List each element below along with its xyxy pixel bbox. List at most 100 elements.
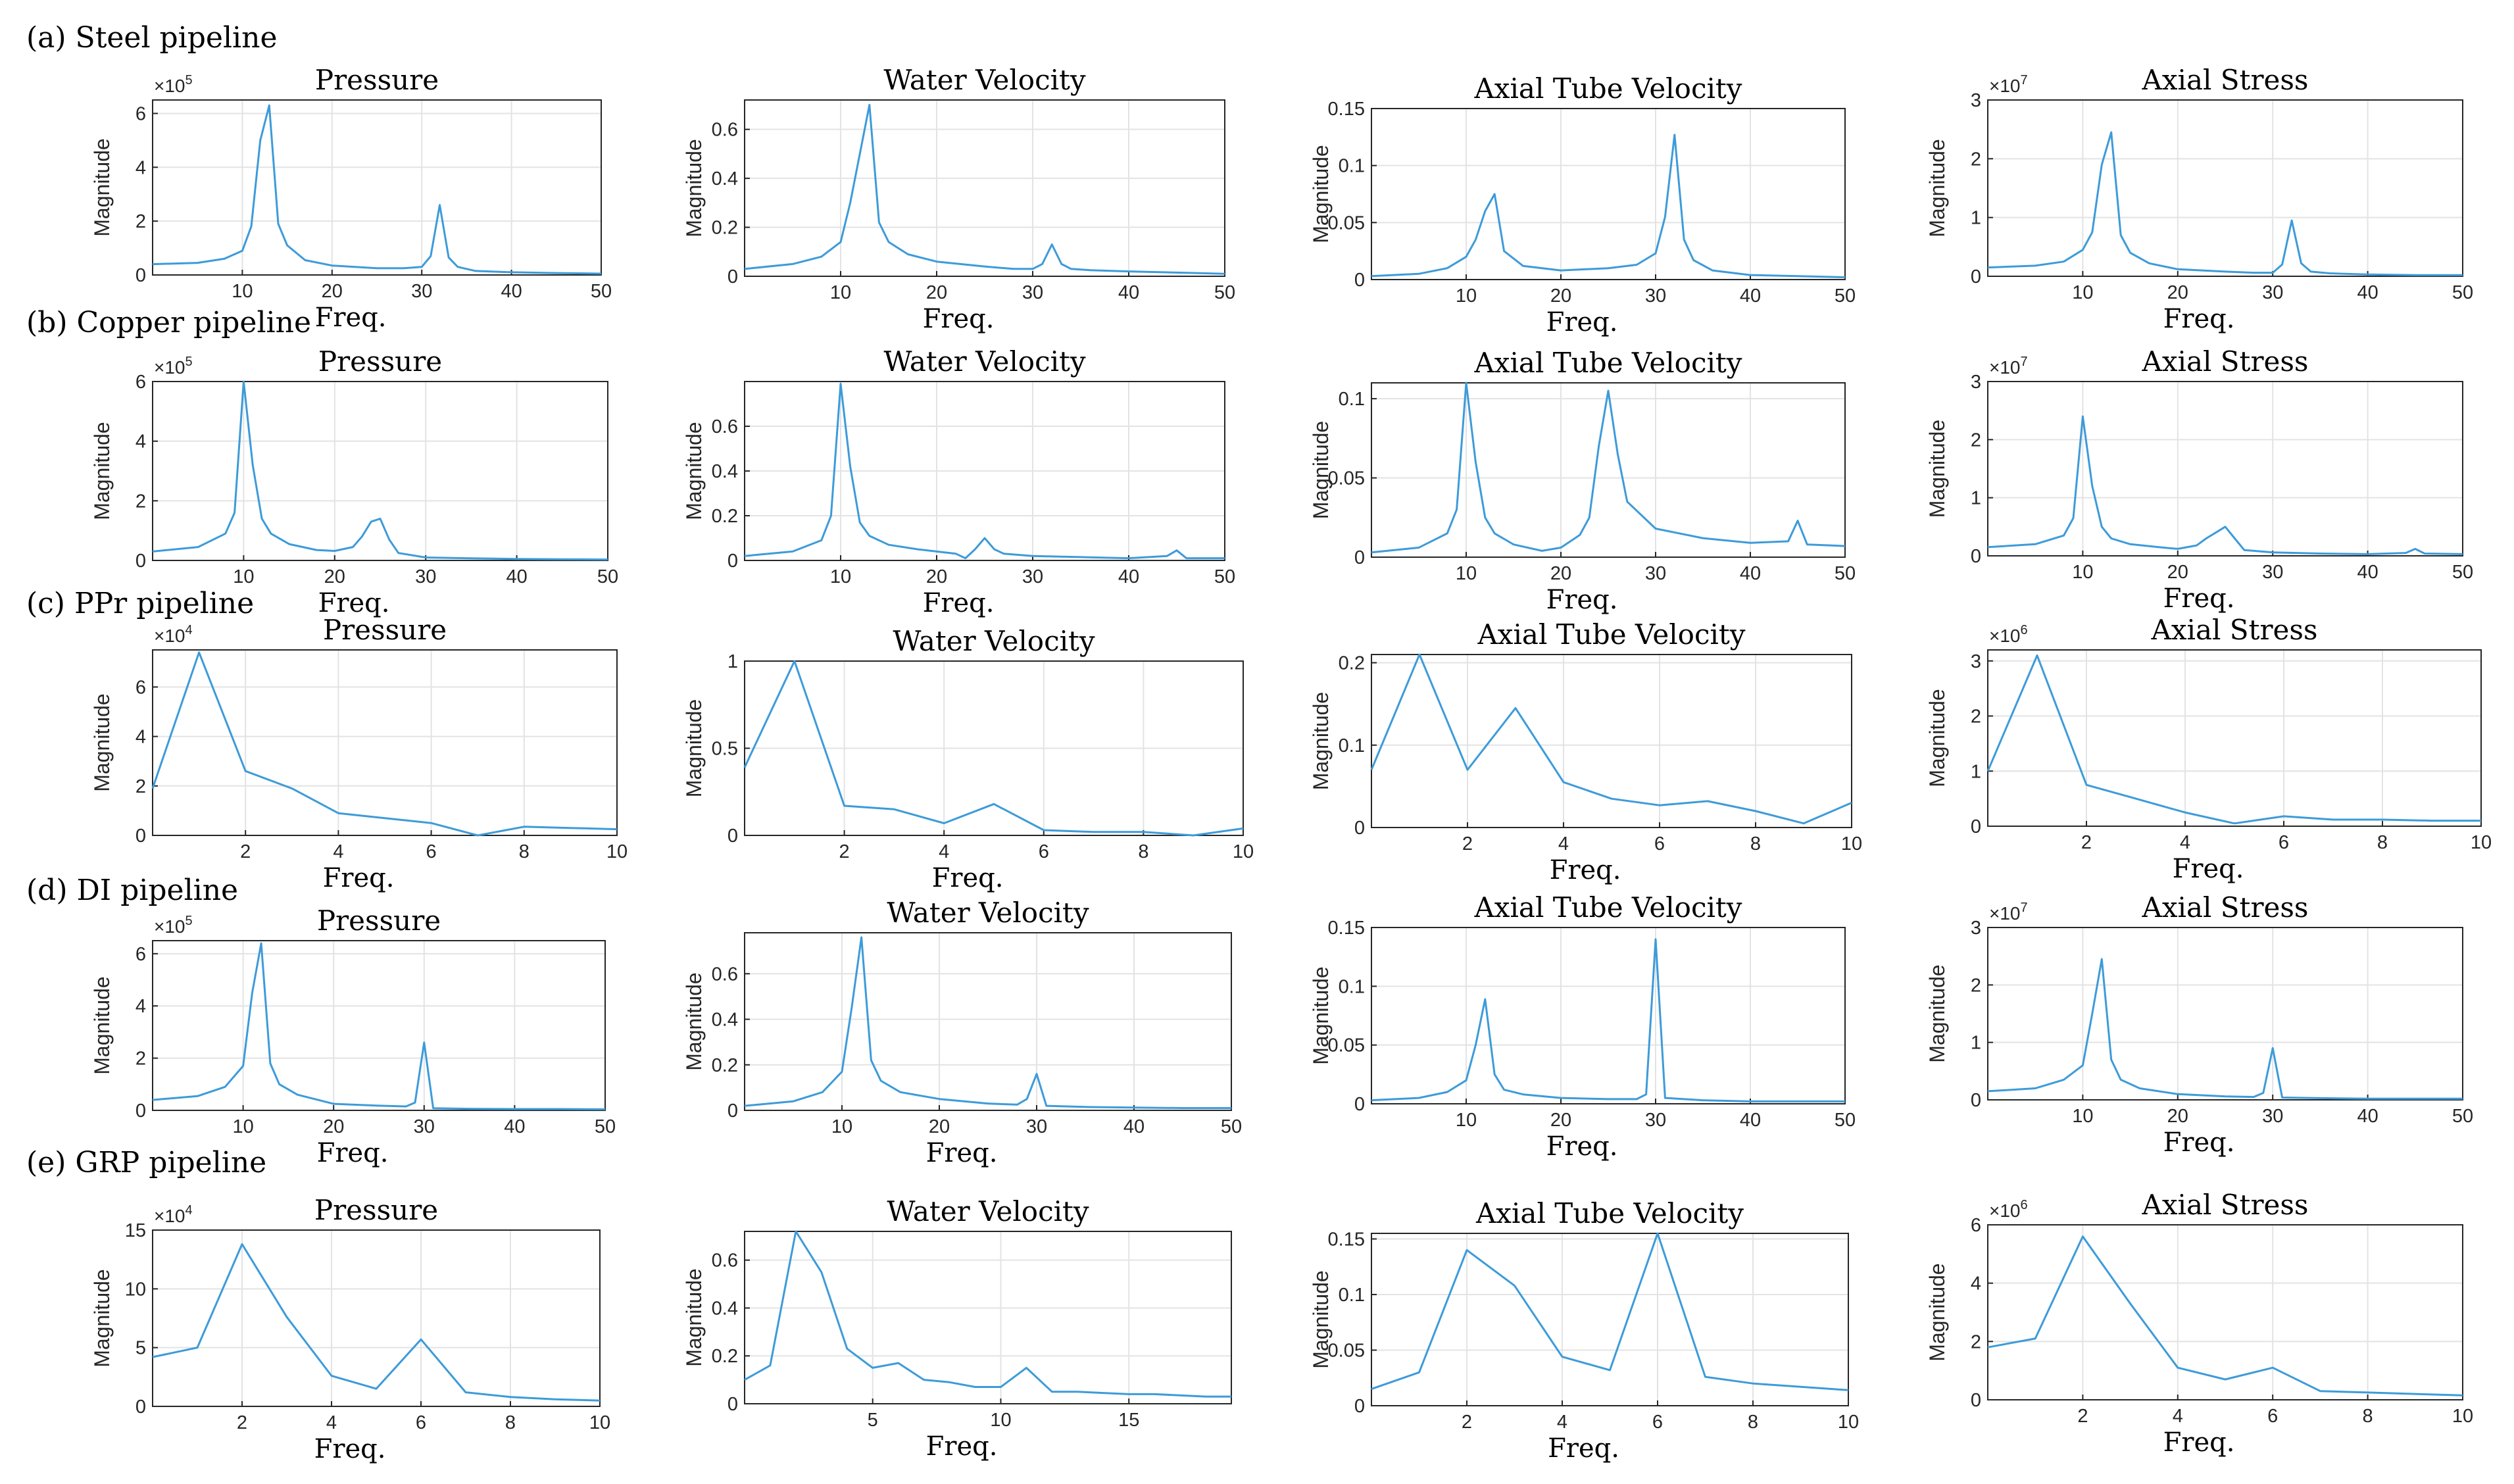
y-tick-label: 0.1	[1339, 156, 1365, 177]
plot-area	[1987, 1224, 2463, 1400]
axes-border	[1987, 99, 2463, 277]
series-line	[1987, 131, 2463, 276]
x-tick-label: 40	[2357, 562, 2378, 583]
y-tick-label: 0.2	[1339, 653, 1365, 674]
axis-multiplier: ×106	[1989, 1198, 2028, 1221]
x-tick-label: 50	[2452, 562, 2473, 583]
x-tick-label: 2	[1462, 1412, 1472, 1433]
y-tick-label: 0.5	[712, 739, 738, 760]
axes-border	[744, 932, 1232, 1111]
y-tick-label: 4	[136, 996, 146, 1017]
x-tick-label: 20	[929, 1116, 950, 1137]
x-tick-label: 10	[830, 566, 851, 587]
y-tick-label: 0	[727, 1394, 738, 1415]
y-tick-label: 0.4	[712, 461, 738, 482]
series-line	[151, 651, 618, 837]
x-tick-label: 5	[868, 1410, 878, 1431]
y-tick-label: 0	[727, 826, 738, 847]
y-tick-label: 0.4	[712, 1010, 738, 1031]
axis-multiplier: ×104	[154, 1203, 193, 1226]
x-tick-label: 20	[1550, 285, 1571, 307]
x-tick-label: 4	[2173, 1406, 2183, 1427]
y-tick-label: 0.15	[1328, 1229, 1365, 1250]
x-axis-label: Freq.	[2163, 304, 2235, 334]
x-tick-label: 30	[411, 281, 432, 302]
y-tick-label: 2	[136, 776, 146, 797]
series-line	[152, 942, 606, 1110]
series-line	[1986, 654, 2481, 825]
series-line	[1371, 134, 1846, 278]
y-axis-label: Magnitude	[1309, 692, 1333, 790]
chart-panel: 10 20 30 40 50 0 2 4 6 ×105 Pressure Freq. Magnitude	[90, 904, 616, 1168]
x-tick-label: 4	[1558, 833, 1569, 854]
x-tick-label: 20	[322, 281, 343, 302]
chart-panel: 10 20 30 40 50 0 1 2 3 ×107 Axial Stress Freq. Magni…	[1925, 891, 2473, 1158]
x-tick-label: 10	[589, 1412, 610, 1433]
x-tick-label: 50	[1214, 282, 1235, 303]
x-axis-label: Freq.	[323, 863, 395, 893]
axes-border	[1371, 382, 1846, 558]
axis-multiplier: ×104	[154, 623, 193, 646]
x-tick-label: 20	[1550, 563, 1571, 584]
y-tick-label: 0.2	[712, 1346, 738, 1367]
plot-area	[1987, 649, 2482, 827]
x-axis-label: Freq.	[923, 588, 995, 618]
axes-border	[1987, 927, 2463, 1101]
axis-multiplier: ×107	[1989, 73, 2028, 96]
chart-panel: 10 20 30 40 50 0 0.05 0.1 0.15 Axial Tube Velocit…	[1309, 72, 1856, 337]
plot-area	[1371, 1233, 1849, 1406]
x-tick-label: 8	[1750, 833, 1761, 854]
y-axis-label: Magnitude	[682, 699, 706, 797]
x-tick-label: 50	[2452, 1106, 2473, 1127]
chart-title: Pressure	[318, 345, 442, 378]
x-axis-label: Freq.	[1546, 585, 1618, 615]
x-tick-label: 6	[1039, 841, 1049, 862]
series-line	[744, 382, 1225, 560]
y-tick-label: 0	[727, 551, 738, 572]
y-tick-label: 0.2	[712, 506, 738, 527]
series-line	[152, 104, 602, 275]
axes-border	[1987, 649, 2482, 827]
plot-area	[1371, 382, 1846, 558]
x-tick-label: 40	[1740, 285, 1761, 307]
y-tick-label: 0.05	[1328, 468, 1365, 489]
series-line	[1371, 382, 1846, 554]
y-tick-label: 2	[1971, 975, 1981, 996]
axis-multiplier: ×107	[1989, 355, 2028, 378]
plot-area	[1371, 654, 1852, 828]
x-axis-label: Freq.	[1546, 1131, 1618, 1162]
x-tick-label: 40	[1118, 282, 1139, 303]
axes-border	[1987, 381, 2463, 556]
x-tick-label: 6	[2267, 1406, 2278, 1427]
plot-area	[152, 649, 618, 836]
x-tick-label: 2	[240, 841, 251, 862]
chart-title: Axial Stress	[2142, 891, 2309, 924]
x-tick-label: 30	[2262, 282, 2283, 303]
x-tick-label: 20	[926, 282, 947, 303]
y-tick-label: 0.1	[1339, 389, 1365, 410]
x-tick-label: 40	[1740, 563, 1761, 584]
x-tick-label: 30	[1026, 1116, 1047, 1137]
y-axis-label: Magnitude	[1309, 145, 1333, 243]
group-title: (c) PPr pipeline	[26, 587, 254, 620]
x-tick-label: 30	[415, 566, 436, 587]
series-line	[1371, 938, 1845, 1102]
x-tick-label: 10	[831, 1116, 852, 1137]
y-axis-label: Magnitude	[1925, 1263, 1949, 1361]
x-axis-label: Freq.	[932, 863, 1004, 893]
y-tick-label: 2	[136, 211, 146, 232]
y-tick-label: 1	[1971, 761, 1981, 782]
x-tick-label: 8	[1748, 1412, 1758, 1433]
chart-title: Axial Tube Velocity	[1475, 1197, 1744, 1229]
axes-border	[152, 940, 606, 1111]
x-axis-label: Freq.	[314, 1434, 386, 1464]
chart-title: Water Velocity	[887, 897, 1089, 929]
x-tick-label: 40	[506, 566, 527, 587]
x-axis-label: Freq.	[926, 1431, 998, 1462]
y-tick-label: 1	[1971, 1033, 1981, 1054]
y-tick-label: 6	[1971, 1215, 1981, 1236]
chart-panel: 10 20 30 40 50 0 1 2 3 ×107 Axial Stress Freq. Magni…	[1925, 345, 2473, 614]
group-title: (a) Steel pipeline	[26, 21, 277, 55]
y-tick-label: 3	[1971, 651, 1981, 672]
x-tick-label: 40	[1740, 1110, 1761, 1131]
